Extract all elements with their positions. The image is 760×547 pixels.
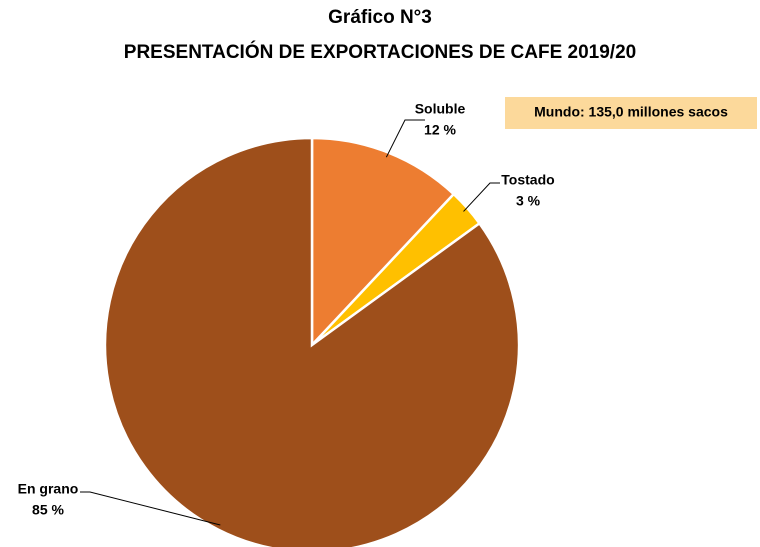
chart-subtitle: PRESENTACIÓN DE EXPORTACIONES DE CAFE 20… [124, 41, 636, 63]
pie-slice [103, 136, 521, 547]
annotation: Mundo: 135,0 millones sacos [534, 104, 728, 120]
chart-title: Gráfico N°3 [328, 7, 432, 28]
annotation-box [505, 97, 757, 129]
slice-label: Soluble [415, 101, 466, 117]
slice-label: Tostado [501, 172, 554, 188]
leader-line [463, 182, 500, 212]
slice-value-label: 3 % [516, 193, 541, 209]
slice-value-label: 12 % [424, 122, 456, 138]
leader-line [385, 119, 425, 158]
leader-line [80, 491, 221, 526]
slice-label: En grano [18, 481, 79, 497]
slice-value-label: 85 % [32, 502, 64, 518]
